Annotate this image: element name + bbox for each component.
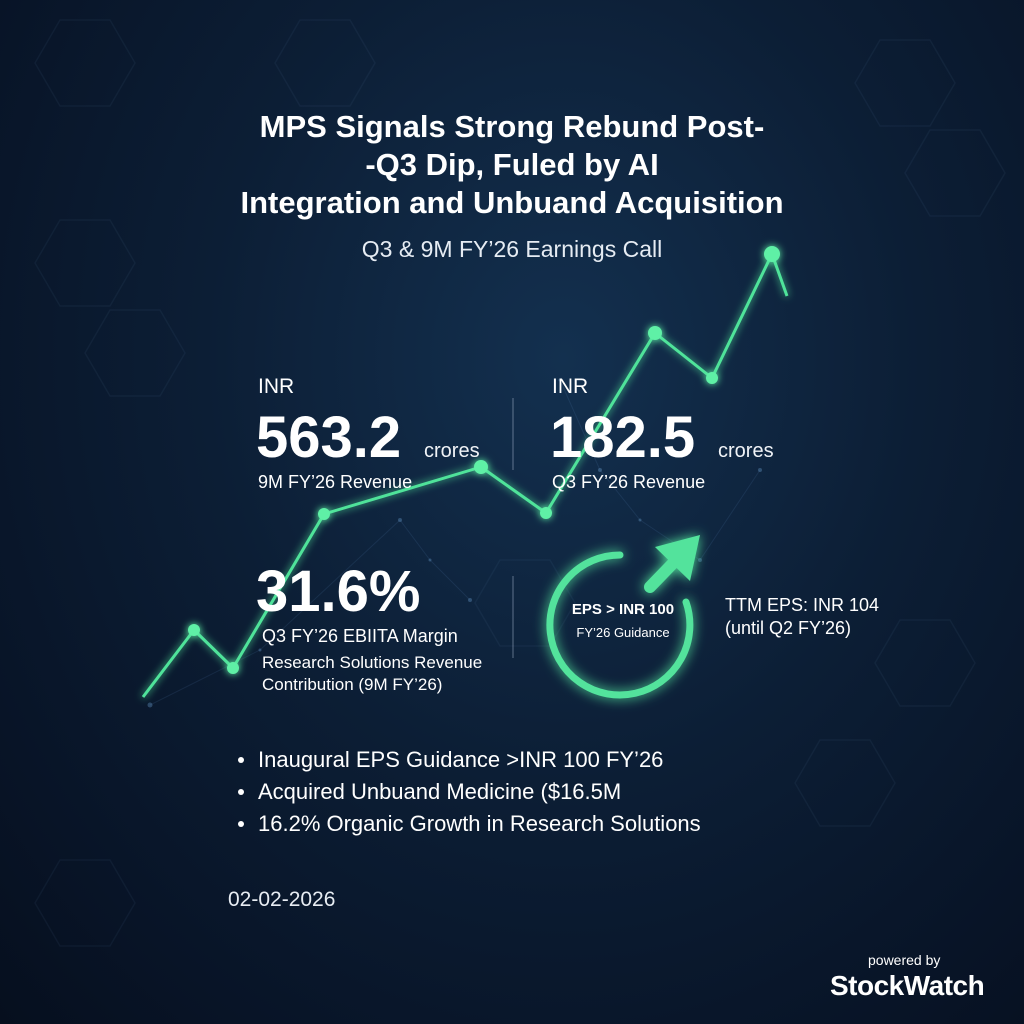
network-lines xyxy=(149,379,761,706)
eps-ring xyxy=(546,551,694,699)
revenue-9m-unit: crores xyxy=(424,440,480,462)
list-item-text: Acquired Unbuand Medicine ($16.5M xyxy=(258,779,622,804)
ttm-eps-line: TTM EPS: INR 104 xyxy=(725,595,880,615)
ttm-eps: TTM EPS: INR 104 (until Q2 FY’26) xyxy=(725,594,879,640)
list-item-text: 16.2% Organic Growth in Research Solutio… xyxy=(258,811,701,836)
list-item: Acquired Unbuand Medicine ($16.5M xyxy=(238,776,701,808)
date-label: 02-02-2026 xyxy=(228,888,336,911)
list-item: Inaugural EPS Guidance >INR 100 FY’26 xyxy=(238,744,701,776)
title-line: -Q3 Dip, Fuled by AI xyxy=(365,147,659,182)
trend-points xyxy=(188,246,780,674)
bullet-icon xyxy=(238,757,244,763)
bullet-icon xyxy=(238,789,244,795)
revenue-q3-unit: crores xyxy=(718,440,774,462)
trend-line xyxy=(141,252,789,698)
metric-divider xyxy=(512,576,514,658)
bullet-icon xyxy=(238,821,244,827)
powered-by-label: powered by xyxy=(868,952,941,968)
arrow-up-right-icon xyxy=(644,535,700,593)
ttm-eps-line: (until Q2 FY’26) xyxy=(725,618,852,638)
margin-sub-caption-line: Contribution (9M FY’26) xyxy=(262,675,443,694)
hexagon-pattern xyxy=(34,19,1006,947)
margin-sub-caption: Research Solutions Revenue Contribution … xyxy=(262,652,482,696)
revenue-9m-currency: INR xyxy=(258,375,295,398)
eps-guidance-label: EPS > INR 100 xyxy=(571,601,675,618)
highlights-list: Inaugural EPS Guidance >INR 100 FY’26 Ac… xyxy=(238,744,701,840)
page-title: MPS Signals Strong Rebund Post- -Q3 Dip,… xyxy=(112,108,912,222)
title-line: Integration and Unbuand Acquisition xyxy=(240,185,784,220)
title-line: MPS Signals Strong Rebund Post- xyxy=(259,109,765,144)
revenue-9m-value: 563.2 xyxy=(256,405,402,470)
margin-value: 31.6% xyxy=(256,559,421,624)
margin-caption: Q3 FY’26 EBIITA Margin xyxy=(262,626,458,646)
page-subtitle: Q3 & 9M FY’26 Earnings Call xyxy=(361,236,663,262)
margin-sub-caption-line: Research Solutions Revenue xyxy=(262,653,483,672)
brand-logo: StockWatch xyxy=(830,970,985,1001)
revenue-q3-currency: INR xyxy=(552,375,589,398)
eps-guidance-sub-label: FY’26 Guidance xyxy=(576,625,670,640)
revenue-q3-caption: Q3 FY’26 Revenue xyxy=(552,472,706,492)
revenue-q3-value: 182.5 xyxy=(550,405,696,470)
revenue-9m-caption: 9M FY’26 Revenue xyxy=(258,472,413,492)
network-dots xyxy=(147,378,762,708)
metric-divider xyxy=(512,398,514,470)
list-item-text: Inaugural EPS Guidance >INR 100 FY’26 xyxy=(258,747,664,772)
list-item: 16.2% Organic Growth in Research Solutio… xyxy=(238,808,701,840)
